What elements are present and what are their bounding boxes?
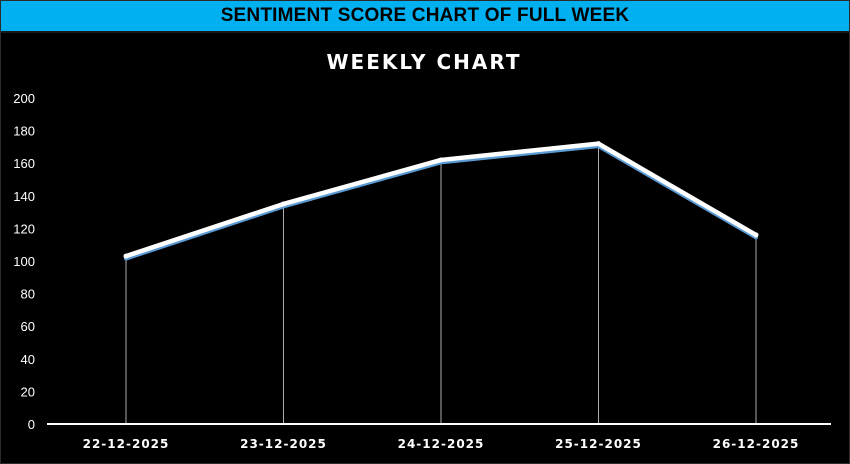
y-tick-label: 20 [21, 384, 35, 399]
y-tick-label: 160 [13, 156, 35, 171]
data-point [123, 253, 129, 259]
x-tick-label: 24-12-2025 [398, 437, 485, 451]
y-axis-ticks: 0 20 40 60 80 100 120 140 160 180 200 [13, 91, 35, 432]
x-tick-label: 26-12-2025 [713, 437, 800, 451]
y-tick-label: 140 [13, 189, 35, 204]
data-point [438, 157, 444, 163]
y-tick-label: 200 [13, 91, 35, 106]
y-tick-label: 100 [13, 254, 35, 269]
chart-area: WEEKLY CHART 0 20 40 60 80 100 120 140 160 180 200… [1, 33, 849, 463]
y-tick-label: 60 [21, 319, 35, 334]
data-point [281, 201, 286, 207]
y-tick-label: 120 [13, 221, 35, 236]
weekly-line-chart: WEEKLY CHART 0 20 40 60 80 100 120 140 160 180 200… [13, 50, 831, 451]
banner-title: SENTIMENT SCORE CHART OF FULL WEEK [220, 5, 630, 26]
banner: SENTIMENT SCORE CHART OF FULL WEEK [1, 1, 849, 33]
y-tick-label: 0 [28, 417, 35, 432]
drop-lines [125, 143, 757, 424]
y-tick-label: 180 [13, 124, 35, 139]
x-tick-label: 23-12-2025 [240, 437, 327, 451]
x-axis-ticks: 22-12-2025 23-12-2025 24-12-2025 25-12-2025… [83, 437, 800, 451]
x-tick-label: 22-12-2025 [83, 437, 170, 451]
data-point [753, 232, 759, 238]
y-tick-label: 80 [21, 287, 35, 302]
y-tick-label: 40 [21, 352, 35, 367]
data-point [596, 141, 601, 147]
x-tick-label: 25-12-2025 [555, 437, 642, 451]
series-line [123, 141, 759, 261]
chart-title: WEEKLY CHART [327, 50, 522, 74]
